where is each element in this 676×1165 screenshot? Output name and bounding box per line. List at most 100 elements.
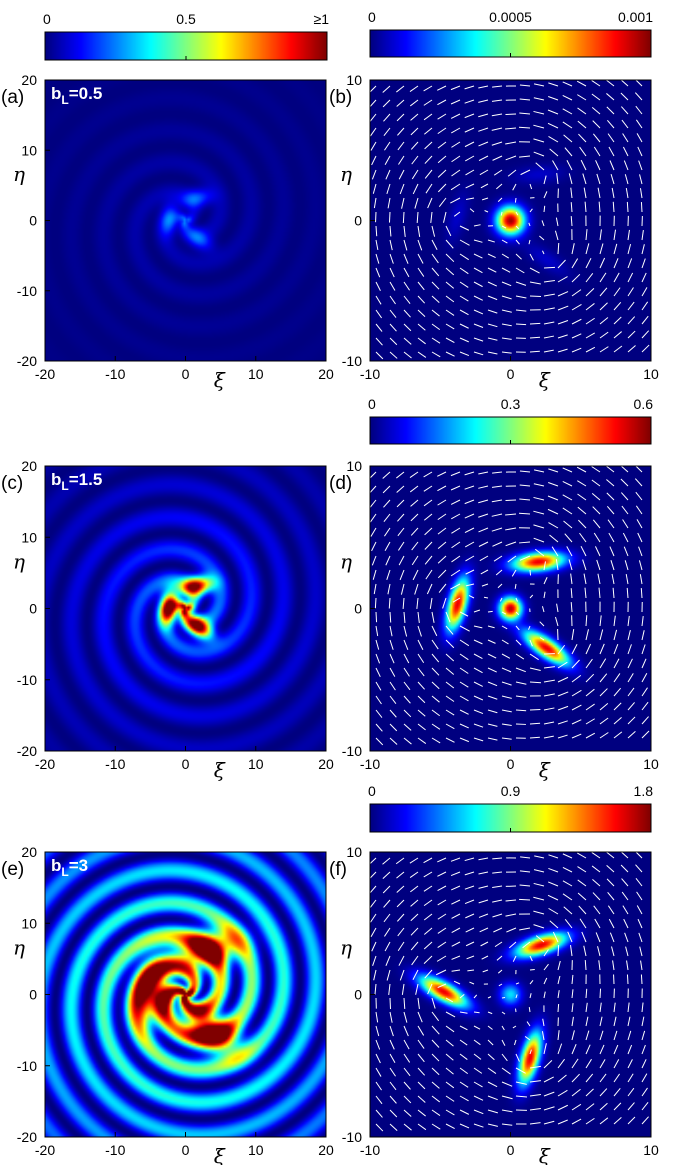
flow-arrow: [613, 687, 622, 697]
flow-arrow: [622, 905, 629, 915]
flow-arrow: [464, 99, 475, 104]
flow-arrow: [424, 155, 433, 164]
flow-arrow: [389, 695, 397, 704]
flow-arrow: [473, 1039, 481, 1046]
flow-arrow: [557, 1058, 565, 1069]
flow-arrow: [487, 996, 492, 999]
flow-arrow: [473, 667, 483, 674]
x-tick-label: 10: [248, 756, 264, 772]
flow-arrow: [543, 963, 549, 971]
flow-arrow: [519, 84, 531, 87]
flow-arrow: [459, 1039, 468, 1046]
flow-arrow: [579, 532, 587, 543]
flow-arrow: [505, 899, 517, 902]
flow-arrow: [607, 905, 615, 915]
parameter-label: bL=0.5: [51, 84, 102, 107]
flow-arrow: [465, 169, 475, 176]
flow-arrow: [543, 591, 546, 599]
flow-arrow: [639, 174, 643, 185]
flow-arrow: [599, 1117, 609, 1125]
flow-arrow: [599, 717, 609, 725]
flow-arrow: [396, 885, 405, 893]
flow-arrow: [382, 871, 391, 879]
flow-arrow: [424, 555, 433, 565]
flow-arrow: [557, 691, 569, 697]
flow-arrow: [437, 155, 447, 164]
parameter-symbol: b: [51, 84, 61, 103]
flow-arrow: [417, 1011, 423, 1023]
flow-arrow: [519, 484, 531, 487]
flow-arrow: [389, 639, 394, 650]
flow-arrow: [613, 702, 622, 711]
flow-arrow: [529, 267, 540, 274]
flow-arrow: [450, 583, 461, 590]
flow-arrow: [371, 169, 377, 180]
flow-arrow: [451, 899, 461, 905]
flow-arrow: [620, 465, 629, 473]
flow-arrow: [501, 1053, 508, 1062]
x-tick-label: 10: [248, 1142, 264, 1158]
flow-arrow: [542, 1018, 545, 1027]
flow-arrow: [423, 857, 433, 864]
flow-arrow: [385, 555, 391, 566]
flow-arrow: [389, 239, 393, 251]
flow-arrow: [562, 494, 573, 501]
flow-arrow: [571, 644, 578, 655]
flow-arrow: [451, 169, 461, 177]
flow-arrow: [487, 323, 498, 328]
flow-arrow: [465, 941, 475, 947]
flow-arrow: [389, 681, 396, 691]
flow-arrow: [605, 79, 615, 87]
flow-arrow: [478, 85, 489, 89]
flow-arrow: [397, 927, 405, 937]
flow-arrow: [464, 541, 475, 548]
flow-arrow: [533, 138, 545, 143]
flow-arrow: [445, 653, 455, 662]
flow-arrow: [566, 546, 573, 557]
flow-arrow: [473, 737, 484, 742]
flow-arrow: [557, 975, 561, 985]
y-axis-label: η: [13, 550, 25, 574]
flow-arrow: [625, 574, 629, 585]
flow-arrow: [529, 708, 541, 711]
flow-arrow: [599, 229, 602, 241]
colorbar-tick-label: 0.9: [501, 783, 521, 799]
flow-arrow: [613, 1030, 618, 1041]
flow-arrow: [508, 941, 517, 949]
flow-arrow: [543, 577, 548, 585]
y-tick-label: -10: [342, 353, 362, 369]
flow-arrow: [492, 871, 503, 874]
flow-arrow: [473, 323, 484, 328]
colorbar-gradient: [370, 804, 651, 832]
flow-arrow: [371, 155, 377, 166]
flow-arrow: [487, 253, 496, 259]
flow-arrow: [581, 931, 587, 943]
flow-arrow: [445, 267, 455, 276]
flow-arrow: [445, 239, 454, 249]
flow-arrow: [597, 946, 601, 957]
flow-arrow: [403, 681, 411, 691]
flow-arrow: [417, 1123, 427, 1131]
flow-arrow: [431, 1011, 440, 1022]
flow-arrow: [473, 309, 484, 315]
flow-arrow: [382, 485, 391, 494]
flow-arrow: [465, 197, 475, 200]
flow-arrow: [478, 155, 489, 161]
colorbar-tick-label: 1.8: [634, 783, 654, 799]
flow-arrow: [437, 541, 447, 550]
flow-arrow: [613, 1016, 617, 1027]
flow-arrow: [450, 183, 461, 191]
flow-arrow: [423, 871, 433, 878]
flow-arrow: [571, 318, 582, 325]
flow-arrow: [585, 703, 595, 711]
flow-arrow: [459, 1109, 470, 1115]
flow-arrow: [375, 653, 381, 664]
flow-arrow: [431, 681, 440, 690]
flow-arrow: [411, 155, 419, 165]
flow-arrow: [627, 716, 636, 725]
flow-arrow: [594, 918, 601, 929]
flow-arrow: [498, 983, 503, 987]
flow-arrow: [557, 320, 569, 325]
flow-arrow: [437, 85, 447, 91]
